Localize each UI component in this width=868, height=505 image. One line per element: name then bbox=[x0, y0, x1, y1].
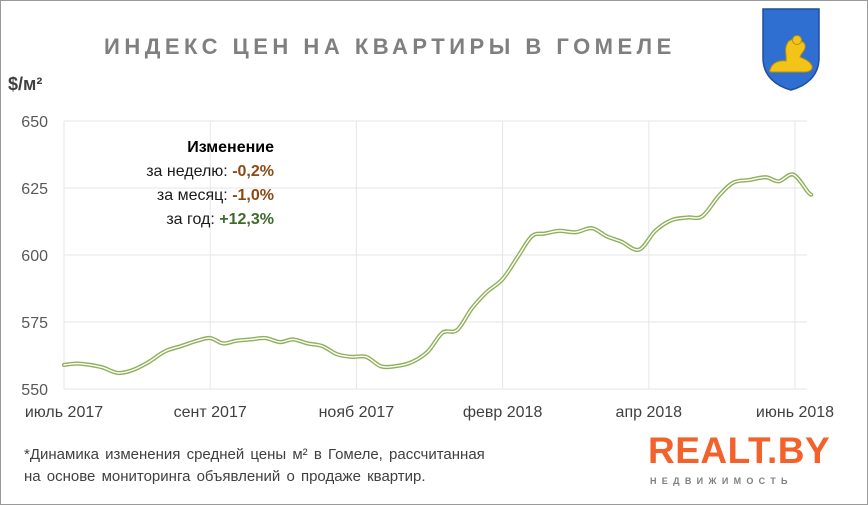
change-month-row: за месяц: -1,0% bbox=[60, 184, 274, 208]
y-tick-label: 600 bbox=[21, 248, 48, 265]
change-header: Изменение bbox=[187, 139, 274, 156]
x-tick-label: апр 2018 bbox=[616, 404, 683, 421]
change-week-row: за неделю: -0,2% bbox=[60, 160, 274, 184]
x-tick-label: нояб 2017 bbox=[319, 404, 395, 421]
change-summary: Изменение за неделю: -0,2% за месяц: -1,… bbox=[60, 136, 274, 232]
change-week-value: -0,2% bbox=[232, 163, 274, 180]
logo-main-text: REALT.BY bbox=[648, 430, 831, 471]
change-year-value: +12,3% bbox=[219, 211, 274, 228]
x-tick-label: июль 2017 bbox=[25, 404, 103, 421]
x-tick-label: июнь 2018 bbox=[756, 404, 834, 421]
series-layer bbox=[61, 172, 814, 376]
chart-title: ИНДЕКС ЦЕН НА КВАРТИРЫ В ГОМЕЛЕ bbox=[104, 34, 676, 59]
y-tick-label: 575 bbox=[21, 315, 48, 332]
footnote: *Динамика изменения средней цены м² в Го… bbox=[24, 444, 485, 488]
footnote-line-1: *Динамика изменения средней цены м² в Го… bbox=[24, 446, 485, 463]
grid-lines bbox=[63, 120, 807, 390]
change-week-label: за неделю: bbox=[146, 163, 228, 180]
emblem-figure bbox=[769, 39, 813, 73]
x-tick-label: сент 2017 bbox=[174, 404, 247, 421]
logo-sub-text: НЕДВИЖИМОСТЬ bbox=[650, 476, 793, 486]
emblem-figure-head bbox=[792, 35, 802, 45]
change-year-row: за год: +12,3% bbox=[60, 208, 274, 232]
y-axis-unit: $/м² bbox=[8, 74, 43, 94]
x-tick-label: февр 2018 bbox=[463, 404, 543, 421]
gomel-coat-of-arms-icon bbox=[762, 8, 820, 91]
y-tick-label: 625 bbox=[21, 181, 48, 198]
change-month-value: -1,0% bbox=[232, 187, 274, 204]
y-tick-label: 550 bbox=[21, 382, 48, 399]
y-tick-label: 650 bbox=[21, 114, 48, 131]
x-axis: июль 2017 сент 2017 нояб 2017 февр 2018 апр … bbox=[25, 404, 834, 421]
footnote-line-2: на основе мониторинга объявлений о прода… bbox=[24, 468, 426, 485]
series-line-inner bbox=[63, 173, 812, 374]
change-year-label: за год: bbox=[166, 211, 215, 228]
realt-logo: REALT.BY НЕДВИЖИМОСТЬ bbox=[648, 430, 831, 490]
change-month-label: за месяц: bbox=[156, 187, 228, 204]
y-axis: 550 575 600 625 650 bbox=[21, 114, 48, 399]
